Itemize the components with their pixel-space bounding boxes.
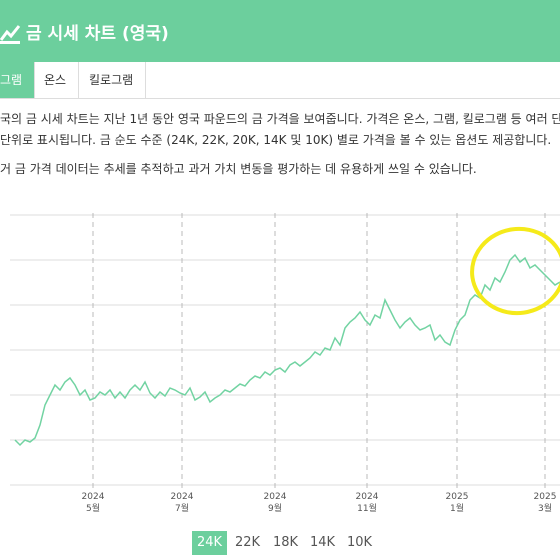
x-tick-label: 3월 [538,502,552,514]
purity-button[interactable]: 24K [192,531,228,555]
x-tick-label: 11월 [357,502,377,514]
line [14,253,560,447]
chart-icon [0,25,21,44]
purity-button[interactable]: 14K [310,535,336,550]
x-tick-label: 2024 [356,492,379,502]
purity-button[interactable]: 22K [235,535,261,550]
header: 금 시세 차트 (영국) [0,0,560,62]
x-tick-label: 5월 [86,502,100,514]
x-tick-label: 7월 [175,502,189,514]
x-tick-label: 9월 [268,502,282,514]
paragraph: 단위로 표시됩니다. 금 순도 수준 (24K, 22K, 20K, 14K 및… [0,133,552,147]
purity-button[interactable]: 10K [347,535,373,550]
x-tick-label: 1월 [450,502,464,514]
paragraph: 국의 금 시세 차트는 지난 1년 동안 영국 파운드의 금 가격을 보여줍니다… [0,112,560,126]
x-tick-label: 2025 [446,492,469,502]
x-tick-label: 2025 [534,492,557,502]
title: 금 시세 차트 (영국) [26,24,169,44]
annotation-circle [470,226,560,316]
paragraph: 거 금 가격 데이터는 추세를 추적하고 과거 가치 변동을 평가하는 데 유용… [0,162,477,176]
purity-button[interactable]: 18K [273,535,299,550]
tab[interactable]: 그램 [0,62,36,98]
x-tick-label: 2024 [171,492,194,502]
tab[interactable]: 온스 [32,62,80,98]
x-tick-label: 2024 [82,492,105,502]
x-tick-label: 2024 [264,492,287,502]
tab-bar: 그램 온스 킬로그램 [0,62,560,99]
tab[interactable]: 킬로그램 [77,62,147,98]
